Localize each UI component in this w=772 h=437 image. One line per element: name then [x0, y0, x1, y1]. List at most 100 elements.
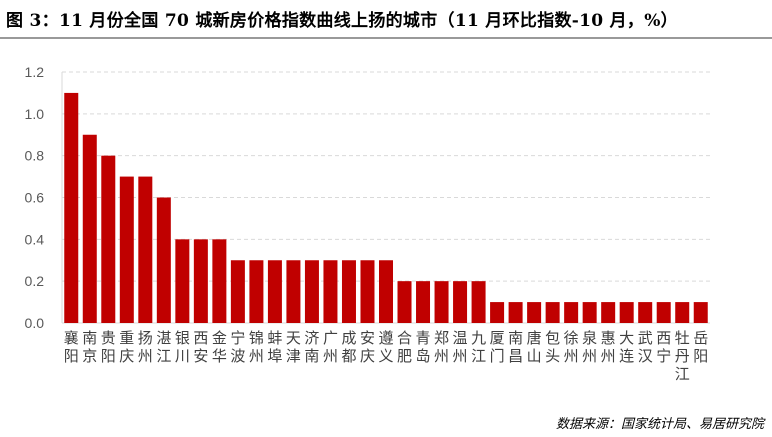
x-tick-label: 连: [619, 347, 634, 365]
x-tick-label: 大: [619, 329, 634, 347]
y-tick-label: 0.4: [25, 231, 45, 247]
x-tick-label: 庆: [360, 347, 375, 365]
bar: [545, 302, 560, 323]
x-tick-label: 都: [341, 347, 356, 365]
bar: [341, 260, 356, 323]
x-tick-label: 西: [193, 329, 208, 347]
x-tick-label: 州: [564, 347, 579, 365]
x-tick-label: 合: [397, 329, 412, 347]
bar: [360, 260, 375, 323]
x-tick-label: 昌: [508, 347, 523, 365]
x-tick-label: 庆: [119, 347, 134, 365]
x-tick-label: 牡: [675, 329, 690, 347]
x-tick-label: 重: [119, 329, 134, 347]
x-tick-label: 埠: [267, 347, 282, 365]
y-tick-label: 0.0: [25, 315, 45, 331]
bar: [379, 260, 393, 323]
bar: [175, 239, 190, 323]
x-tick-label: 广: [323, 329, 338, 347]
x-tick-label: 唐: [527, 329, 542, 347]
x-tick-label: 岳: [693, 329, 708, 347]
x-tick-label: 厦: [490, 329, 505, 347]
bar: [582, 302, 597, 323]
x-tick-label: 京: [82, 347, 97, 365]
y-tick-label: 0.2: [25, 273, 45, 289]
x-tick-label: 九: [471, 329, 486, 347]
x-tick-label: 银: [175, 329, 190, 347]
bar: [675, 302, 690, 323]
bar: [656, 302, 671, 323]
y-tick-label: 0.6: [25, 190, 45, 206]
x-tick-label: 贵: [101, 329, 116, 347]
x-tick-label: 宁: [656, 347, 671, 365]
bar: [619, 302, 634, 323]
bar: [434, 281, 449, 323]
x-tick-label: 青: [416, 329, 431, 347]
bar: [323, 260, 338, 323]
x-tick-label: 西: [656, 329, 671, 347]
x-tick-label: 包: [545, 329, 560, 347]
x-tick-label: 蚌: [267, 329, 282, 347]
x-tick-label: 江: [675, 365, 690, 383]
x-tick-label: 头: [545, 347, 560, 365]
x-tick-label: 泉: [582, 329, 597, 347]
x-tick-label: 江: [156, 347, 171, 365]
title-divider: [0, 37, 772, 39]
y-tick-label: 1.0: [25, 106, 45, 122]
y-tick-label: 0.8: [25, 148, 45, 164]
x-tick-label: 湛: [156, 329, 171, 347]
x-tick-label: 阳: [693, 347, 708, 365]
x-tick-label: 州: [323, 347, 338, 365]
bar: [193, 239, 208, 323]
bar: [64, 92, 79, 324]
x-tick-label: 温: [453, 329, 468, 347]
x-tick-label: 州: [138, 347, 153, 365]
bar: [304, 260, 319, 323]
x-tick-label: 南: [508, 329, 523, 347]
x-tick-label: 华: [212, 347, 227, 365]
x-tick-label: 南: [304, 347, 319, 365]
bar: [267, 260, 282, 323]
x-tick-label: 义: [378, 347, 393, 365]
x-tick-label: 江: [471, 347, 486, 365]
bar: [508, 302, 523, 323]
bar: [101, 155, 116, 323]
y-tick-label: 1.2: [25, 64, 45, 80]
x-tick-label: 锦: [249, 329, 264, 347]
x-tick-label: 阳: [64, 347, 79, 365]
x-tick-label: 肥: [397, 347, 412, 365]
x-tick-label: 徐: [564, 329, 579, 347]
x-tick-label: 成: [341, 329, 356, 347]
x-tick-label: 州: [582, 347, 597, 365]
bar: [249, 260, 264, 323]
source-note: 数据来源：国家统计局、易居研究院: [555, 417, 764, 432]
x-tick-label: 宁: [230, 329, 245, 347]
chart-title: 图 3：11 月份全国 70 城新房价格指数曲线上扬的城市（11 月环比指数-1…: [6, 11, 678, 31]
bar: [490, 302, 505, 323]
x-tick-label: 门: [490, 347, 505, 365]
x-tick-label: 丹: [675, 347, 690, 365]
x-tick-label: 州: [601, 347, 616, 365]
x-tick-label: 川: [175, 347, 190, 365]
bar: [638, 302, 653, 323]
bar: [453, 281, 468, 323]
bar: [212, 239, 227, 323]
x-tick-label: 山: [527, 347, 542, 365]
bar: [138, 176, 153, 323]
x-tick-label: 岛: [416, 347, 431, 365]
x-tick-label: 襄: [64, 329, 79, 347]
x-tick-label: 金: [212, 329, 227, 347]
x-tick-label: 汉: [638, 347, 653, 365]
bar: [527, 302, 542, 323]
x-tick-label: 州: [249, 347, 264, 365]
x-tick-label: 阳: [101, 347, 116, 365]
x-tick-label: 郑: [434, 329, 449, 347]
bar: [416, 281, 431, 323]
x-tick-label: 武: [638, 329, 653, 347]
x-tick-label: 州: [434, 347, 449, 365]
x-tick-label: 安: [193, 347, 208, 365]
x-tick-label: 州: [453, 347, 468, 365]
x-tick-label: 波: [230, 347, 245, 365]
x-tick-label: 遵: [378, 329, 393, 347]
